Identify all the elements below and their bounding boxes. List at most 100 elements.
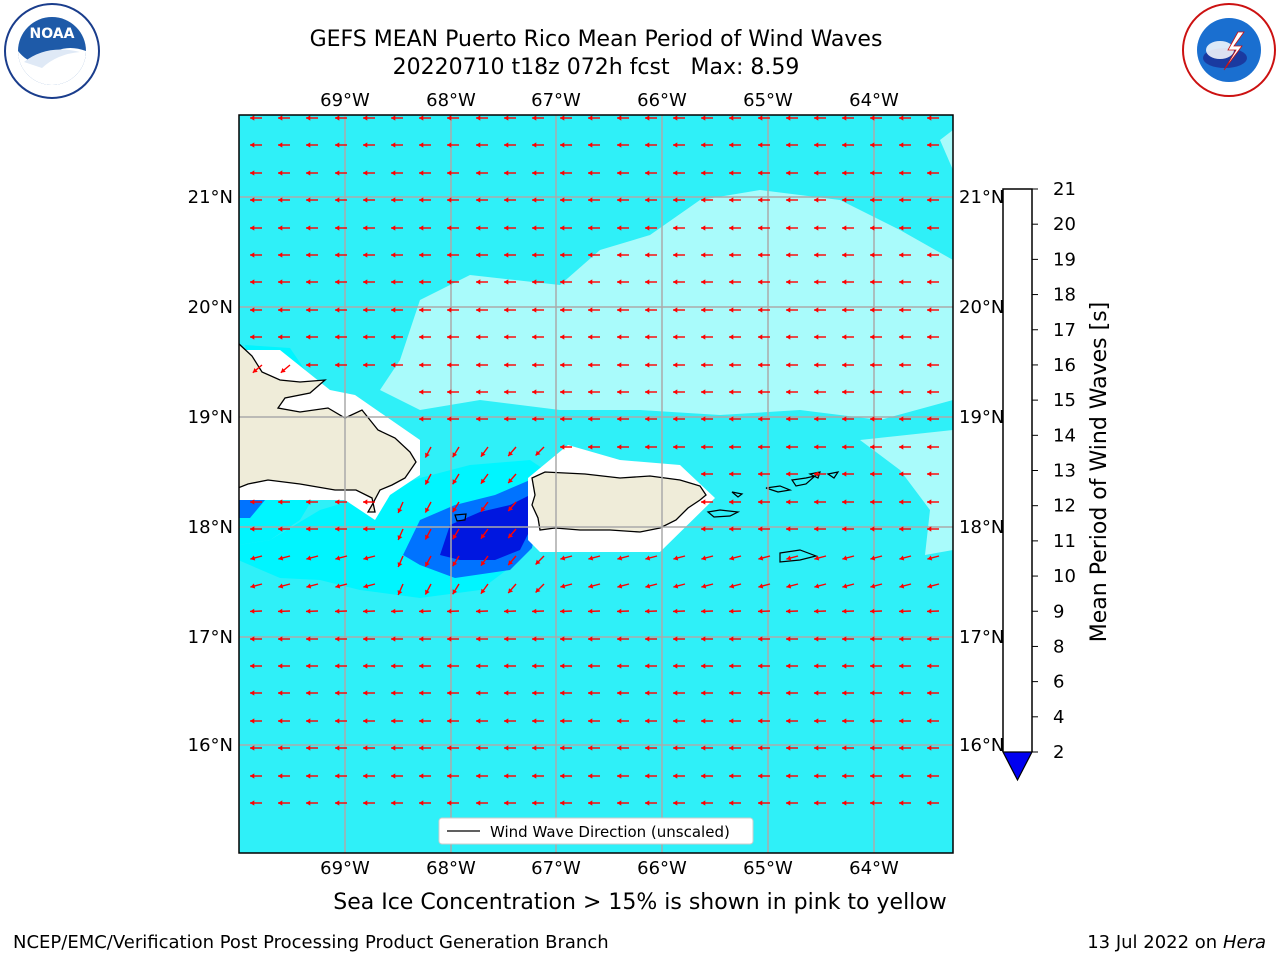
wind-arrow-head [786,307,791,313]
wind-arrow-head [306,225,311,231]
wind-arrow-head [419,225,424,231]
wind-arrow-head [927,636,932,642]
wind-arrow-head [419,334,424,340]
wind-arrow-head [617,718,622,724]
wind-arrow-head [397,590,403,595]
wind-arrow-head [729,197,734,203]
wind-arrow-head [447,745,452,751]
wind-arrow-head [476,197,481,203]
footer-machine: Hera [1222,932,1266,953]
wind-arrow-head [363,555,369,561]
wind-arrow-head [504,389,509,395]
wind-arrow-head [504,745,509,751]
wind-arrow-head [899,416,904,422]
wind-arrow-head [335,583,341,589]
wind-arrow-head [899,115,904,121]
wind-arrow-head [870,252,875,258]
wind-arrow-head [899,555,905,561]
wind-arrow-head [335,362,340,368]
wind-arrow-head [588,583,594,589]
wind-arrow-head [335,773,340,779]
wind-arrow-head [306,279,311,285]
wind-arrow-head [701,197,706,203]
wind-arrow-head [278,745,283,751]
wind-arrow-head [927,663,932,669]
wind-arrow-head [617,555,623,561]
wind-arrow-head [758,416,763,422]
wind-arrow-head [391,663,396,669]
wind-arrow-head [842,252,847,258]
wind-arrow-head [645,252,650,258]
wind-arrow-head [729,444,734,450]
wind-arrow-head [335,115,340,121]
lon-label-bottom: 69°W [320,858,370,879]
colorbar: 2 4 6 8 9 10 11 12 13 14 15 16 17 18 19 20 21 [1002,179,1076,782]
wind-arrow-head [814,526,819,532]
wind-arrow-head [786,252,791,258]
wind-arrow-head [391,225,396,231]
wind-arrow-head [560,444,565,450]
wind-arrow-head [617,307,622,313]
wind-arrow-head [729,663,734,669]
wind-arrow-head [250,170,255,176]
lat-label-right: 16°N [959,735,1004,756]
wind-arrow-head [701,444,706,450]
wind-arrow-head [786,471,791,477]
wind-arrow-head [476,307,481,313]
wind-arrow-head [899,252,904,258]
wind-arrow-head [250,690,255,696]
wind-arrow-head [927,389,932,395]
wind-arrow-head [335,197,340,203]
wind-arrow-head [786,362,791,368]
wind-arrow-head [870,279,875,285]
wind-arrow-head [729,555,735,561]
colorbar-tick-label: 12 [1053,496,1076,517]
wind-arrow-head [899,499,904,505]
wind-arrow-head [701,745,706,751]
wind-arrow-head [391,197,396,203]
wind-arrow-head [673,718,678,724]
light-east-region [860,430,953,555]
wind-arrow-head [814,773,819,779]
wind-arrow-head [758,252,763,258]
wind-arrow-head [447,389,452,395]
wind-arrow-head [701,583,707,589]
wind-arrow-head [335,526,340,532]
wind-arrow-head [363,334,368,340]
wind-arrow-head [617,636,622,642]
wind-arrow-head [306,555,312,561]
wind-arrow-head [673,279,678,285]
wind-arrow-head [758,170,763,176]
wind-arrow-head [391,170,396,176]
wind-arrow-head [899,526,904,532]
colorbar-tick-label: 19 [1053,249,1076,270]
wind-arrow-head [391,800,396,806]
wind-arrow-head [786,499,791,505]
wind-arrow-head [476,362,481,368]
wind-arrow-head [899,636,904,642]
wind-arrow-head [617,800,622,806]
wind-arrow-head [447,334,452,340]
wind-arrow-head [278,800,283,806]
wind-arrow-head [250,773,255,779]
wind-arrow-head [363,608,368,614]
wind-arrow-head [758,690,763,696]
wind-arrow-head [899,197,904,203]
wind-arrow-head [532,773,537,779]
wind-arrow-head [842,416,847,422]
wind-arrow-head [588,225,593,231]
longitude-labels-top: 69°W 68°W 67°W 66°W 65°W 64°W [320,90,899,111]
wind-arrow-head [419,142,424,148]
wind-arrow-head [927,526,932,532]
wind-arrow-head [786,225,791,231]
map-legend: Wind Wave Direction (unscaled) [438,817,754,845]
wind-arrow-head [758,197,763,203]
wind-arrow-head [758,362,763,368]
wind-arrow-head [560,142,565,148]
wind-arrow-head [480,506,486,512]
latitude-labels-left: 21°N 20°N 19°N 18°N 17°N 16°N [188,187,233,756]
wind-arrow-head [758,583,764,589]
wind-arrow-head [870,636,875,642]
wind-arrow-head [617,690,622,696]
wind-arrow-head [870,416,875,422]
